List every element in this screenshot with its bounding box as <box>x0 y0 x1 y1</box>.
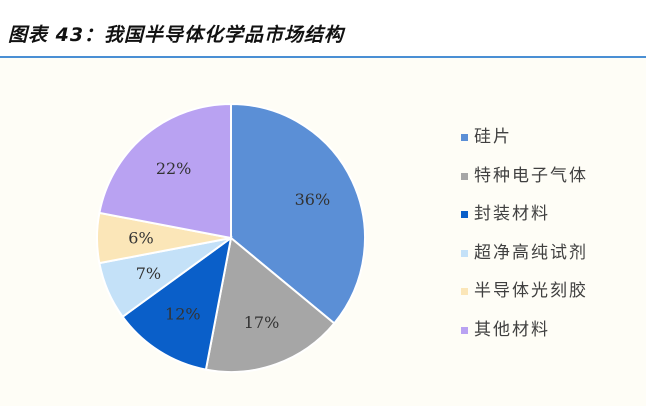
legend-label-1: 特种电子气体 <box>474 165 588 186</box>
title-rule <box>0 56 646 58</box>
slice-label-2: 12% <box>165 305 201 324</box>
legend-swatch-5 <box>461 326 468 334</box>
pie-slice-0 <box>230 102 366 325</box>
legend-swatch-2 <box>461 211 468 218</box>
figure-title: 图表 43：我国半导体化学品市场结构 <box>8 24 345 46</box>
pie-slice-1 <box>204 236 336 373</box>
legend-swatch-4 <box>461 288 468 295</box>
legend-swatch-0 <box>461 134 468 141</box>
slice-label-1: 17% <box>244 313 280 332</box>
title-bar: 图表 43：我国半导体化学品市场结构 <box>0 0 646 58</box>
pie-slices <box>95 102 366 373</box>
legend-label-2: 封装材料 <box>474 204 550 224</box>
pie-slice-5 <box>98 102 232 240</box>
slice-label-3: 7% <box>136 264 161 283</box>
pie-chart: 36% 17% 12% 7% 6% 22% <box>95 102 366 373</box>
legend-swatch-3 <box>461 249 468 257</box>
legend-label-3: 超净高纯试剂 <box>474 242 588 263</box>
legend-swatch-1 <box>461 172 468 180</box>
legend-label-5: 其他材料 <box>474 319 550 340</box>
legend-label-4: 半导体光刻胶 <box>474 281 588 301</box>
pie-labels: 36% 17% 12% 7% 6% 22% <box>128 159 330 332</box>
legend-label-0: 硅片 <box>474 127 512 147</box>
pie-slice-2 <box>121 235 233 371</box>
slice-label-0: 36% <box>295 190 331 209</box>
slice-label-4: 6% <box>128 229 153 248</box>
slice-label-5: 22% <box>156 159 192 178</box>
